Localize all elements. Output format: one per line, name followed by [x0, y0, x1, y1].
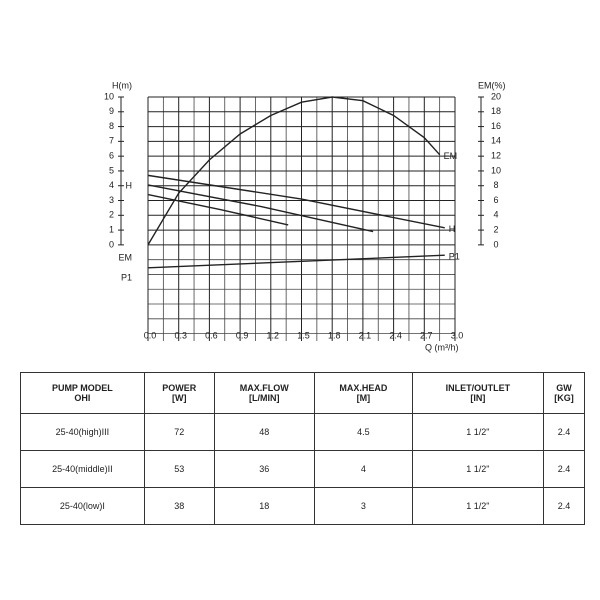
table-row: 25-40(low)I 38 18 3 1 1/2" 2.4 [20, 487, 586, 525]
table-cell: 1 1/2" [411, 450, 544, 488]
x-tick-label: 0.0 [144, 330, 157, 340]
y-tick-label: 2 [109, 210, 114, 220]
y2-tick-label: 4 [493, 210, 498, 220]
y-tick-label: 4 [109, 180, 114, 190]
y-tick-label: 6 [109, 151, 114, 161]
x-tick-label: 3.0 [451, 330, 464, 340]
series-label: H [449, 224, 456, 234]
series-label: P1 [449, 252, 460, 262]
x-tick-label: 0.9 [236, 330, 249, 340]
y-tick-label: 0 [109, 239, 114, 249]
y2-tick-label: 18 [491, 106, 501, 116]
x-tick-label: 0.6 [205, 330, 218, 340]
table-cell: 2.4 [542, 450, 586, 488]
x-tick-label: 2.4 [389, 330, 402, 340]
table-cell: 1 1/2" [411, 487, 544, 525]
line [147, 184, 374, 233]
chart: H(m) EM(%) Q (m³/h) H EM P1 0.0 0.3 0.6 0.9… [104, 80, 506, 352]
y2-tick-label: 14 [491, 136, 501, 146]
spec-table: PUMP MODEL OHI POWER [W] MAX.FLOW [L/MIN] M… [20, 372, 586, 525]
table-cell: 72 [143, 413, 215, 451]
header-cell: PUMP MODEL OHI [20, 372, 145, 414]
line [147, 254, 445, 269]
y-axis-label: H(m) [112, 80, 132, 90]
x-tick-label: 2.1 [359, 330, 372, 340]
table-cell: 1 1/2" [411, 413, 544, 451]
header-cell: MAX.HEAD [M] [313, 372, 413, 414]
y2-tick-label: 6 [493, 195, 498, 205]
x-tick-label: 1.2 [267, 330, 280, 340]
annotation: P1 [121, 272, 132, 282]
table-cell: 38 [143, 487, 215, 525]
x-tick-label: 0.3 [174, 330, 187, 340]
table-cell: 3 [313, 487, 413, 525]
x-tick-label: 2.7 [420, 330, 433, 340]
y2-tick-label: 10 [491, 165, 501, 175]
table-cell: 48 [213, 413, 315, 451]
header-cell: MAX.FLOW [L/MIN] [213, 372, 315, 414]
table-cell: 2.4 [542, 487, 586, 525]
table-row: 25-40(high)III 72 48 4.5 1 1/2" 2.4 [20, 413, 586, 451]
y2-tick-label: 16 [491, 121, 501, 131]
y-tick-label: 7 [109, 136, 114, 146]
annotation: H [126, 180, 133, 190]
header-cell: GW [KG] [542, 372, 586, 414]
table-cell: 36 [213, 450, 315, 488]
y2-tick-label: 0 [493, 239, 498, 249]
x-axis-label: Q (m³/h) [425, 342, 459, 352]
table-cell: 53 [143, 450, 215, 488]
header-cell: INLET/OUTLET [IN] [411, 372, 544, 414]
y-tick-label: 5 [109, 165, 114, 175]
header-cell: POWER [W] [143, 372, 215, 414]
annotation: EM [119, 252, 133, 262]
series-label: EM [444, 151, 458, 161]
table-cell: 2.4 [542, 413, 586, 451]
table-row: 25-40(middle)II 53 36 4 1 1/2" 2.4 [20, 450, 586, 488]
y2-tick-label: 12 [491, 151, 501, 161]
y-tick-label: 10 [104, 91, 114, 101]
table-cell: 4 [313, 450, 413, 488]
table-cell: 4.5 [313, 413, 413, 451]
table-cell: 25-40(middle)II [20, 450, 145, 488]
y-tick-label: 9 [109, 106, 114, 116]
y-tick-label: 8 [109, 121, 114, 131]
x-tick-label: 1.5 [297, 330, 310, 340]
y2-tick-label: 2 [493, 224, 498, 234]
table-cell: 25-40(low)I [20, 487, 145, 525]
table-cell: 25-40(high)III [20, 413, 145, 451]
y-tick-label: 3 [109, 195, 114, 205]
y2-tick-label: 8 [493, 180, 498, 190]
line [147, 193, 289, 226]
line [147, 174, 445, 229]
y2-axis-label: EM(%) [478, 80, 506, 90]
x-tick-label: 1.8 [328, 330, 341, 340]
line [147, 96, 441, 246]
y2-tick-label: 20 [491, 91, 501, 101]
table-cell: 18 [213, 487, 315, 525]
y-tick-label: 1 [109, 224, 114, 234]
